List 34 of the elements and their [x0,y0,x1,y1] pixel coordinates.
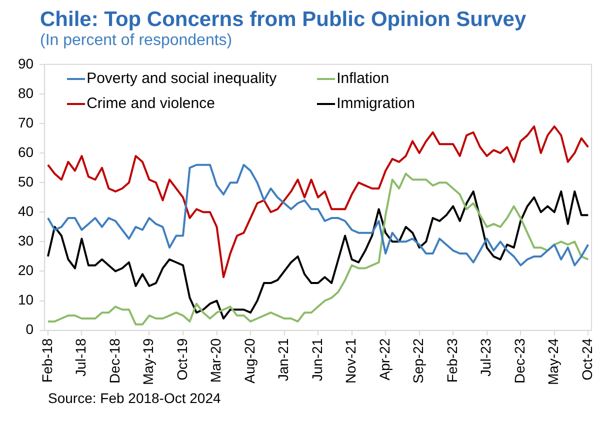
x-tick-label: Dec-23 [511,338,528,384]
x-tick-label: Jun-21 [308,338,325,382]
x-tick-label: Oct-24 [579,338,595,380]
source-note: Source: Feb 2018-Oct 2024 [47,390,222,406]
legend-label: Inflation [336,70,390,88]
legend-label: Poverty and social inequality [86,70,277,88]
x-tick-label: Jul-18 [72,338,89,376]
legend-label: Crime and violence [86,95,215,112]
legend-label: Immigration [336,95,415,112]
x-tick-label: May-19 [140,338,156,386]
y-tick-label: 0 [26,321,34,338]
x-tick-label: Feb-18 [38,338,55,383]
y-tick-label: 40 [18,202,34,219]
y-tick-label: 80 [18,84,34,101]
y-tick-label: 10 [18,292,34,308]
x-tick-label: Mar-20 [208,338,224,383]
y-tick-label: 90 [18,55,34,72]
chart-title: Chile: Top Concerns from Public Opinion Survey [39,8,528,32]
x-tick-label: Jul-23 [478,338,494,376]
y-tick-label: 20 [18,262,34,278]
y-tick-label: 60 [18,144,34,160]
x-tick-label: Feb-23 [444,338,460,383]
x-tick-label: May-24 [545,338,562,386]
x-tick-label: Jan-21 [275,338,292,382]
x-tick-label: Oct-19 [174,338,190,380]
x-tick-label: Sep-22 [410,338,426,384]
x-tick-label: Apr-22 [376,338,392,380]
y-tick-label: 50 [18,173,34,190]
chart-subtitle: (In percent of respondents) [39,32,234,50]
x-tick-label: Aug-20 [241,338,258,384]
y-tick-label: 70 [18,114,34,130]
x-tick-label: Dec-18 [106,338,122,384]
x-tick-label: Nov-21 [342,338,359,384]
y-tick-label: 30 [18,232,34,249]
